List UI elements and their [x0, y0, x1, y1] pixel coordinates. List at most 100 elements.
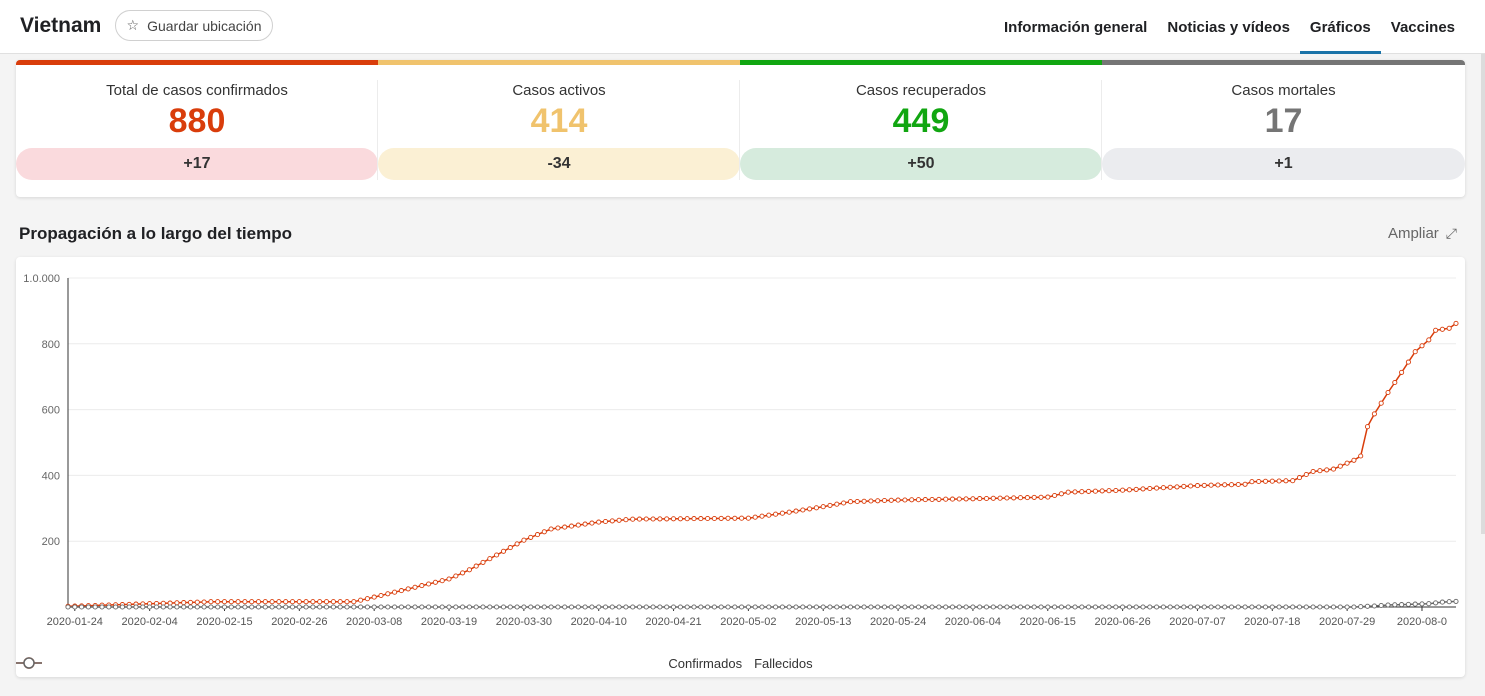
deaths-point	[1385, 602, 1391, 608]
confirmed-point	[1296, 475, 1303, 481]
deaths-point	[1086, 604, 1092, 610]
confirmed-point	[1324, 467, 1330, 473]
confirmed-point	[1113, 487, 1119, 494]
confirmed-point	[1290, 478, 1296, 484]
confirmed-point	[1215, 482, 1221, 488]
confirmed-point	[1242, 481, 1248, 487]
scrollbar[interactable]	[1481, 54, 1485, 534]
deaths-point	[153, 604, 160, 610]
confirmed-point	[739, 515, 745, 521]
confirmed-point	[1358, 453, 1364, 459]
save-location-label: Guardar ubicación	[147, 17, 262, 34]
confirmed-point	[262, 599, 268, 605]
deaths-point	[412, 604, 418, 610]
deaths-point	[650, 604, 656, 610]
deaths-point	[1426, 601, 1432, 607]
deaths-point	[235, 604, 241, 610]
confirmed-point	[895, 497, 901, 503]
tab-overview[interactable]: Información general	[1003, 19, 1148, 36]
confirmed-point	[1058, 491, 1064, 497]
deaths-point	[670, 604, 677, 610]
deaths-point	[568, 604, 575, 610]
confirmed-point	[330, 599, 336, 605]
confirmed-point	[997, 495, 1003, 501]
deaths-point	[133, 604, 139, 610]
legend-item-confirmed[interactable]: Confirmados	[16, 656, 743, 671]
confirmed-point	[194, 599, 200, 605]
deaths-point	[1031, 604, 1037, 610]
confirmed-point	[847, 499, 854, 505]
confirmed-point	[922, 497, 928, 503]
confirmed-point	[174, 600, 180, 606]
divider	[739, 80, 740, 180]
legend-marker-icon	[16, 657, 42, 669]
confirmed-point	[460, 570, 466, 576]
deaths-point	[589, 604, 595, 610]
deaths-point	[875, 604, 881, 610]
deaths-point	[1140, 604, 1146, 610]
tab-news-videos[interactable]: Noticias y vídeos	[1167, 19, 1290, 36]
x-tick-label: 2020-04-10	[571, 616, 627, 628]
confirmed-point	[1072, 489, 1078, 495]
deaths-point	[1296, 604, 1303, 610]
legend-label: Confirmados	[668, 656, 743, 671]
deaths-point	[364, 604, 370, 610]
deaths-point	[902, 604, 908, 610]
deaths-point	[1283, 604, 1289, 610]
y-tick-label: 1.0.000	[23, 273, 60, 285]
stat-delta: -34	[378, 148, 740, 180]
confirmed-point	[1419, 343, 1425, 349]
confirmed-point	[1065, 489, 1071, 495]
confirmed-point	[228, 599, 234, 605]
confirmed-point	[623, 517, 629, 523]
legend-label: Fallecidos	[754, 656, 813, 671]
deaths-point	[1133, 604, 1139, 610]
deaths-point	[439, 604, 445, 610]
deaths-point	[1269, 604, 1275, 610]
expand-button[interactable]: Ampliar ⤢	[1388, 225, 1457, 242]
confirmed-point	[378, 592, 384, 599]
deaths-point	[85, 604, 91, 610]
deaths-point	[398, 604, 404, 610]
confirmed-point	[949, 496, 956, 502]
confirmed-point	[616, 517, 622, 523]
confirmed-point	[759, 513, 765, 519]
stat-delta: +50	[740, 148, 1102, 180]
confirmed-point	[732, 515, 738, 521]
deaths-point	[1004, 604, 1010, 610]
confirmed-point	[310, 599, 316, 605]
deaths-point	[1453, 598, 1459, 604]
deaths-point	[432, 604, 438, 610]
confirmed-point	[1276, 478, 1282, 484]
deaths-point	[868, 604, 874, 610]
deaths-point	[800, 604, 806, 610]
confirmed-point	[534, 532, 541, 538]
confirmed-point	[453, 573, 459, 579]
save-location-button[interactable]: ☆ Guardar ubicación	[115, 10, 273, 41]
deaths-point	[140, 604, 146, 610]
stat-recovered: Casos recuperados 449 +50	[740, 60, 1102, 197]
tab-vaccines[interactable]: Vaccines	[1390, 19, 1455, 36]
confirmed-point	[255, 599, 262, 605]
tab-charts[interactable]: Gráficos	[1299, 0, 1381, 54]
deaths-point	[609, 604, 615, 610]
deaths-point	[446, 604, 452, 610]
confirmed-point	[317, 599, 323, 605]
deaths-point	[1072, 604, 1078, 610]
confirmed-point	[1371, 411, 1377, 417]
confirmed-point	[364, 596, 370, 602]
deaths-point	[752, 604, 758, 610]
deaths-point	[1242, 604, 1248, 610]
deaths-point	[208, 604, 214, 610]
confirmed-point	[711, 515, 717, 522]
deaths-point	[732, 604, 738, 610]
legend-item-deaths[interactable]: Fallecidos	[16, 656, 813, 671]
stat-label: Casos mortales	[1231, 82, 1336, 99]
section-tabs: Información general Noticias y vídeos Gr…	[994, 0, 1465, 54]
deaths-point	[1412, 601, 1418, 607]
stat-active: Casos activos 414 -34	[378, 60, 740, 197]
confirmed-point	[323, 599, 330, 605]
deaths-point	[1099, 604, 1105, 610]
confirmed-point	[779, 510, 785, 516]
deaths-point	[1358, 604, 1364, 610]
